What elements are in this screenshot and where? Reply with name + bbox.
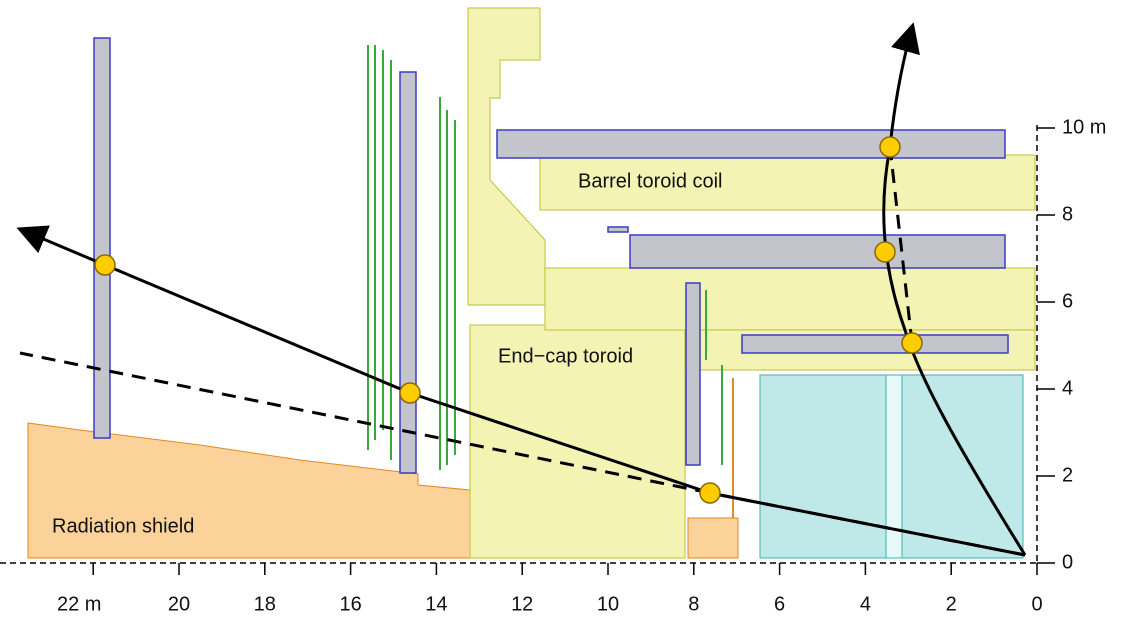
chamber	[742, 335, 1008, 353]
x-tick-label: 6	[774, 593, 785, 615]
diagram: Barrel toroid coil End−cap toroid Radiat…	[0, 0, 1133, 621]
hit	[880, 137, 900, 157]
chamber	[686, 283, 700, 465]
chamber	[608, 227, 628, 232]
y-tick-label: 0	[1062, 551, 1073, 573]
chamber	[630, 235, 1005, 268]
shield-small	[688, 518, 738, 558]
hit	[875, 242, 895, 262]
structures	[28, 8, 1035, 558]
hit	[902, 333, 922, 353]
page: Barrel toroid coil End−cap toroid Radiat…	[0, 0, 1133, 621]
y-tick-label: 8	[1062, 203, 1073, 225]
x-tick-label: 4	[860, 593, 871, 615]
y-tick-label: 4	[1062, 377, 1073, 399]
barrel-structure	[545, 268, 1035, 330]
hit	[400, 383, 420, 403]
y-tick-label: 10 m	[1062, 116, 1106, 138]
y-tick-label: 6	[1062, 290, 1073, 312]
chamber	[94, 38, 110, 438]
chamber	[400, 72, 416, 473]
x-tick-label: 10	[597, 593, 619, 615]
x-tick-label: 8	[688, 593, 699, 615]
label: End−cap toroid	[498, 345, 633, 367]
label: Barrel toroid coil	[578, 170, 723, 192]
label: Radiation shield	[52, 515, 194, 537]
x-tick-label: 12	[511, 593, 533, 615]
hit	[95, 255, 115, 275]
chamber	[497, 130, 1005, 158]
x-tick-label: 22 m	[57, 593, 101, 615]
x-tick-label: 18	[254, 593, 276, 615]
x-tick-label: 16	[339, 593, 361, 615]
x-tick-label: 0	[1031, 593, 1042, 615]
x-tick-label: 14	[425, 593, 447, 615]
y-tick-label: 2	[1062, 464, 1073, 486]
hit	[700, 483, 720, 503]
x-tick-label: 20	[168, 593, 190, 615]
x-tick-label: 2	[946, 593, 957, 615]
